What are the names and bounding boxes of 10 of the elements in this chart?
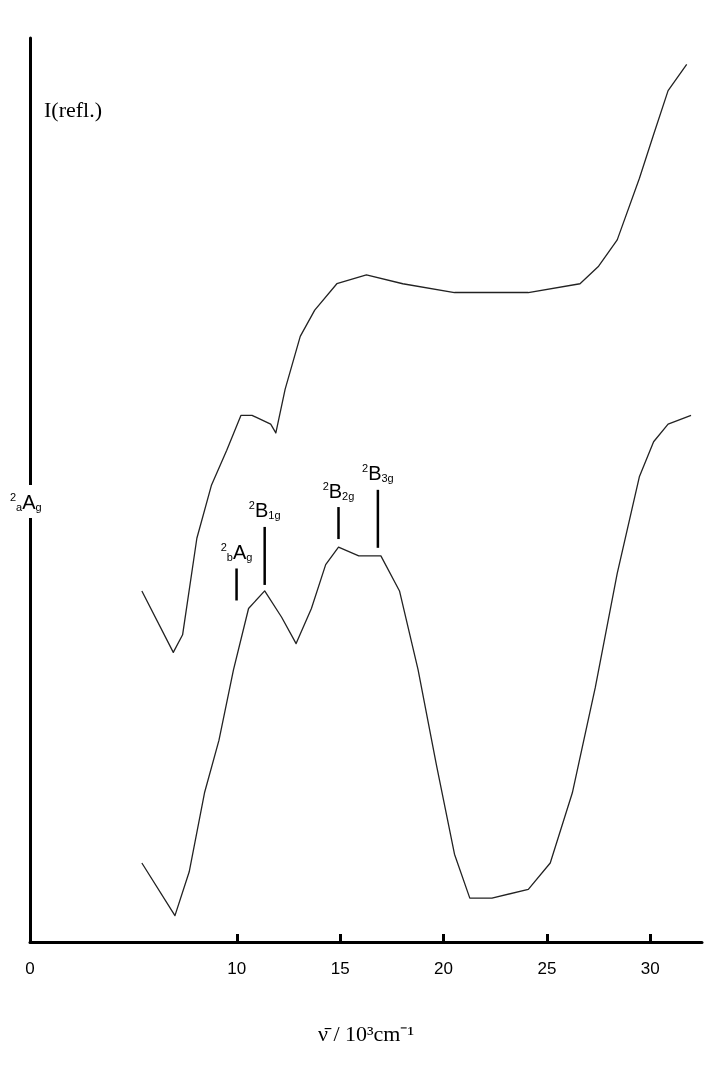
x-axis-title: ν̄ / 10³cm⁻¹ xyxy=(317,1020,415,1046)
x-tick-label: 10 xyxy=(227,959,247,978)
x-tick-label: 30 xyxy=(640,959,660,978)
annotation: 2aAg xyxy=(10,490,42,513)
x-tick-label: 20 xyxy=(434,959,453,978)
x-tick-label: 25 xyxy=(537,959,557,978)
annotation: 2bAg xyxy=(220,540,253,563)
y-axis-title: I(refl.) xyxy=(44,96,103,122)
x-tick-label: 15 xyxy=(330,959,350,978)
x-tick-label: 0 xyxy=(25,959,35,978)
